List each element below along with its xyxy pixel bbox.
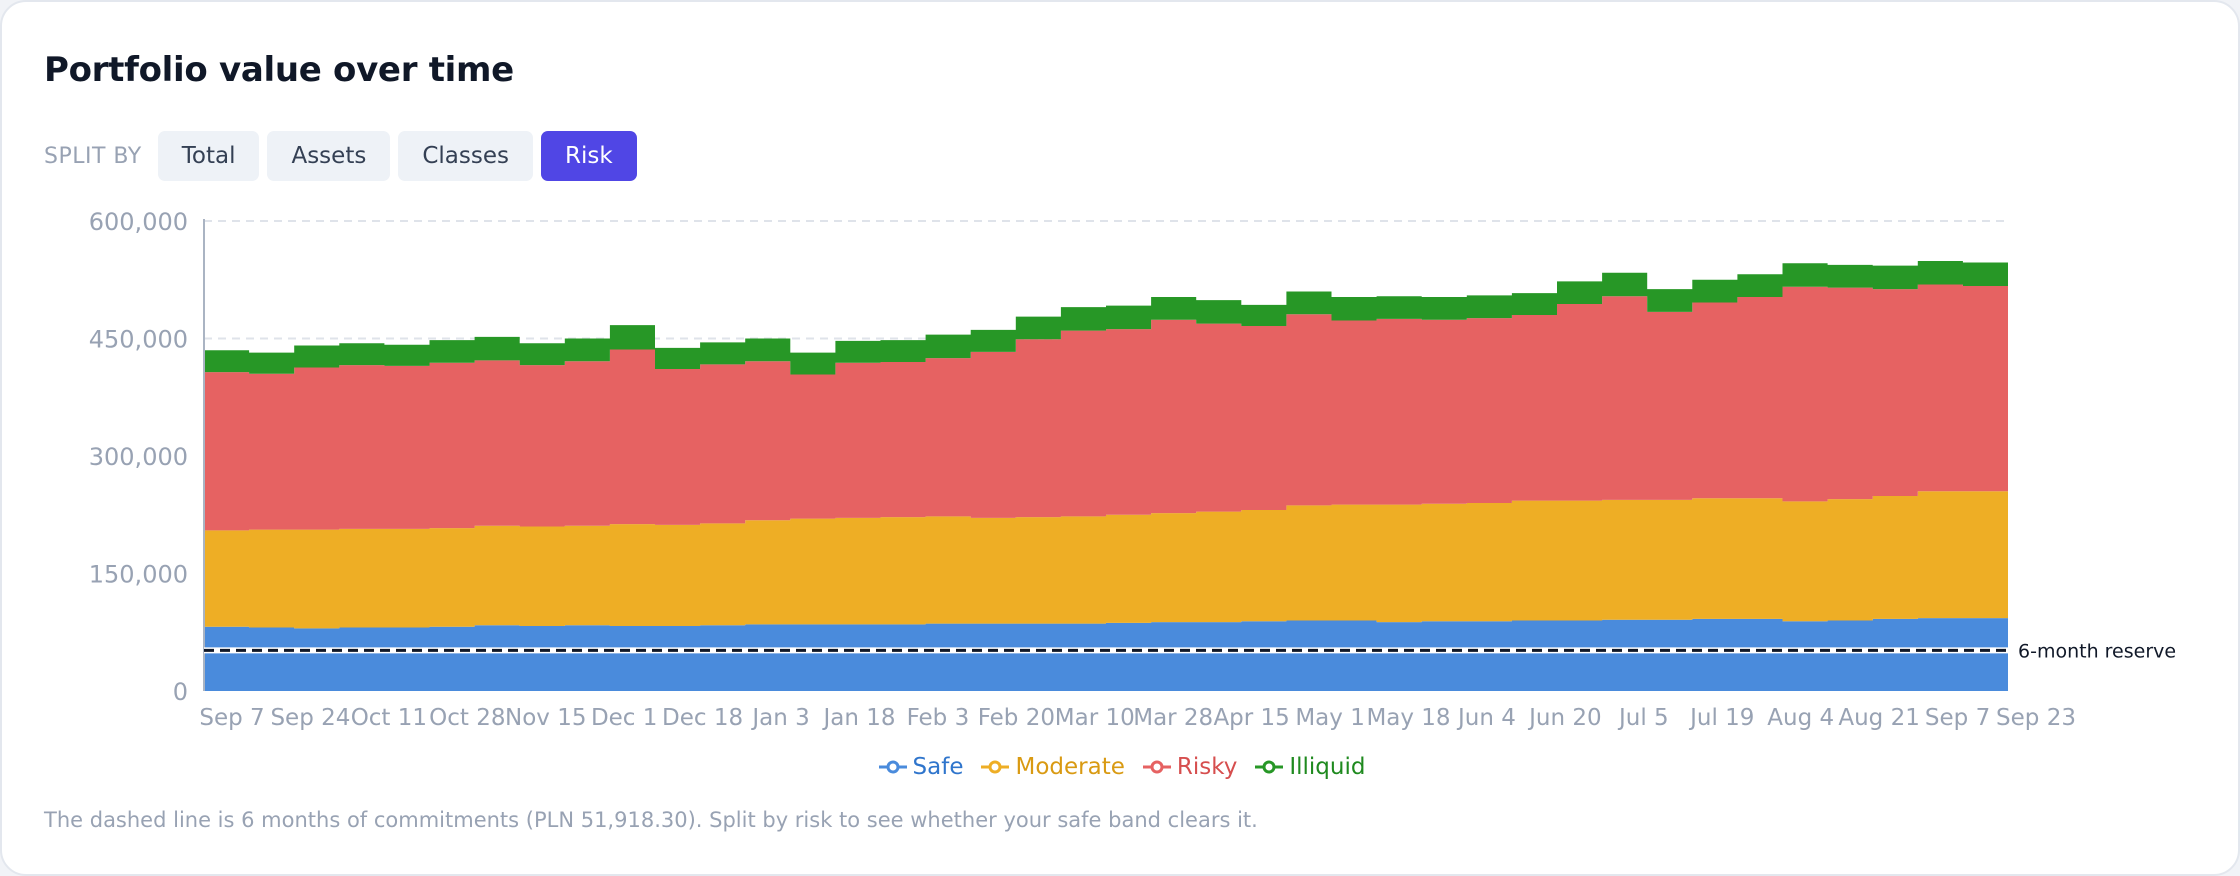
x-tick-label: Oct 11 bbox=[351, 705, 427, 731]
x-tick-label: Jul 5 bbox=[1617, 705, 1669, 731]
legend-label-safe: Safe bbox=[912, 754, 964, 780]
x-tick-label: Dec 18 bbox=[662, 705, 743, 731]
y-tick-label: 600,000 bbox=[89, 208, 188, 236]
x-tick-label: Dec 1 bbox=[591, 705, 657, 731]
chart-footnote: The dashed line is 6 months of commitmen… bbox=[44, 808, 1258, 832]
x-tick-label: Jun 20 bbox=[1527, 705, 1602, 731]
legend-label-moderate: Moderate bbox=[1015, 754, 1125, 780]
legend-label-risky: Risky bbox=[1176, 754, 1238, 780]
x-tick-label: Jul 19 bbox=[1688, 705, 1754, 731]
legend-item-risky[interactable]: Risky bbox=[1142, 754, 1238, 780]
area-illiquid[interactable] bbox=[204, 260, 2008, 375]
x-tick-label: Aug 21 bbox=[1838, 705, 1920, 731]
y-tick-label: 300,000 bbox=[89, 443, 188, 471]
x-tick-label: May 18 bbox=[1366, 705, 1450, 731]
x-tick-label: Jan 3 bbox=[750, 705, 809, 731]
x-tick-label: Feb 3 bbox=[907, 705, 970, 731]
split-risk-button[interactable]: Risk bbox=[540, 131, 637, 181]
x-tick-label: Aug 4 bbox=[1767, 705, 1834, 731]
x-tick-label: Sep 7 bbox=[1925, 705, 1990, 731]
reserve-line-group: 6-month reserve bbox=[204, 640, 2176, 662]
area-safe[interactable] bbox=[204, 618, 2008, 691]
chart-areas bbox=[204, 260, 2008, 691]
x-tick-label: Mar 28 bbox=[1133, 705, 1213, 731]
split-by-label: SPLIT BY bbox=[44, 143, 142, 169]
legend-item-moderate[interactable]: Moderate bbox=[981, 754, 1125, 780]
chart-title: Portfolio value over time bbox=[44, 50, 514, 90]
legend-marker-safe-icon bbox=[878, 760, 907, 774]
x-tick-label: Oct 28 bbox=[429, 705, 505, 731]
x-tick-label: Jun 4 bbox=[1456, 705, 1516, 731]
split-by-control: SPLIT BY Total Assets Classes Risk bbox=[44, 131, 645, 181]
area-moderate[interactable] bbox=[204, 491, 2008, 629]
legend-marker-risky-icon bbox=[1142, 760, 1171, 774]
legend-item-illiquid[interactable]: Illiquid bbox=[1255, 754, 1365, 780]
x-tick-label: Sep 7 bbox=[199, 705, 264, 731]
x-tick-label: Mar 10 bbox=[1055, 705, 1135, 731]
x-tick-label: Apr 15 bbox=[1213, 705, 1289, 731]
reserve-line-label: 6-month reserve bbox=[2018, 640, 2176, 662]
area-risky[interactable] bbox=[204, 284, 2008, 531]
x-tick-label: Sep 24 bbox=[270, 705, 350, 731]
x-tick-label: Jan 18 bbox=[821, 705, 895, 731]
y-tick-label: 450,000 bbox=[89, 326, 188, 354]
split-classes-button[interactable]: Classes bbox=[398, 131, 533, 181]
y-tick-label: 0 bbox=[173, 678, 188, 706]
split-assets-button[interactable]: Assets bbox=[267, 131, 391, 181]
x-tick-label: May 1 bbox=[1295, 705, 1365, 731]
legend-marker-illiquid-icon bbox=[1255, 760, 1284, 774]
x-tick-label: Nov 15 bbox=[505, 705, 586, 731]
y-tick-label: 150,000 bbox=[89, 561, 188, 589]
legend-label-illiquid: Illiquid bbox=[1289, 754, 1366, 780]
x-tick-label: Sep 23 bbox=[1996, 705, 2076, 731]
x-tick-label: Feb 20 bbox=[978, 705, 1055, 731]
split-total-button[interactable]: Total bbox=[157, 131, 260, 181]
legend-marker-moderate-icon bbox=[981, 760, 1010, 774]
chart-legend: Safe Moderate Risky Illiquid bbox=[2, 754, 2240, 780]
legend-item-safe[interactable]: Safe bbox=[878, 754, 964, 780]
